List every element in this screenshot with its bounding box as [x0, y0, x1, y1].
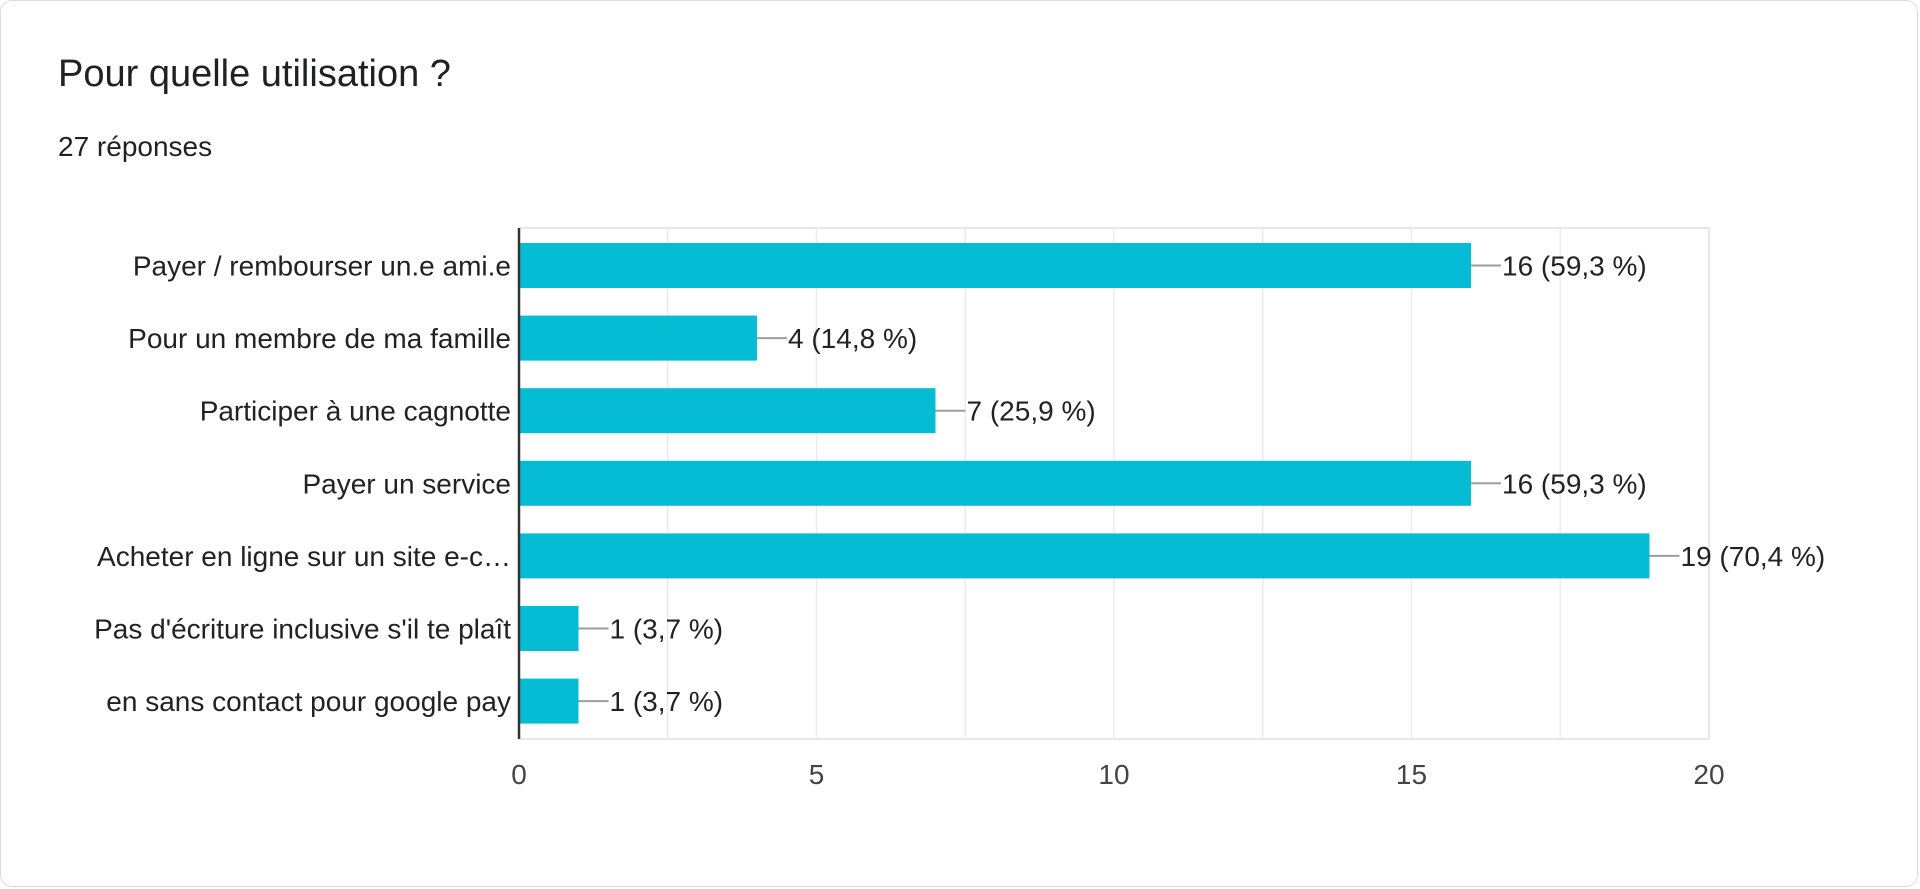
data-label: 1 (3,7 %) — [610, 686, 724, 717]
x-tick-label: 15 — [1396, 759, 1427, 790]
bar — [519, 315, 757, 361]
data-label: 4 (14,8 %) — [788, 323, 917, 354]
bar — [519, 388, 936, 434]
category-label: Payer / rembourser un.e ami.e — [133, 251, 511, 282]
bar — [519, 460, 1471, 506]
x-tick-label: 10 — [1098, 759, 1129, 790]
x-tick-label: 20 — [1693, 759, 1724, 790]
question-title: Pour quelle utilisation ? — [58, 53, 451, 95]
category-label: Pour un membre de ma famille — [128, 323, 511, 354]
category-label: Participer à une cagnotte — [200, 396, 511, 427]
x-tick-label: 5 — [809, 759, 825, 790]
bar — [519, 678, 579, 724]
data-label: 1 (3,7 %) — [610, 614, 724, 645]
data-label: 19 (70,4 %) — [1681, 541, 1826, 572]
category-label: en sans contact pour google pay — [106, 686, 511, 717]
x-tick-label: 0 — [511, 759, 527, 790]
bar — [519, 606, 579, 651]
bar — [519, 243, 1471, 288]
response-count: 27 réponses — [58, 131, 213, 162]
category-label: Payer un service — [302, 468, 511, 499]
data-label: 16 (59,3 %) — [1502, 251, 1647, 282]
data-label: 16 (59,3 %) — [1502, 468, 1647, 499]
bar — [519, 533, 1650, 579]
category-label: Acheter en ligne sur un site e-c… — [97, 541, 511, 572]
data-label: 7 (25,9 %) — [967, 396, 1096, 427]
category-label: Pas d'écriture inclusive s'il te plaît — [94, 614, 511, 645]
